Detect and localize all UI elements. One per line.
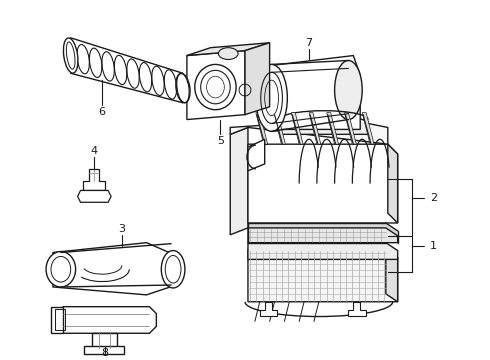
Text: 6: 6 <box>98 107 106 117</box>
Polygon shape <box>92 333 117 348</box>
Polygon shape <box>248 249 398 302</box>
Polygon shape <box>83 169 105 190</box>
Polygon shape <box>248 228 398 243</box>
Polygon shape <box>348 302 366 316</box>
Polygon shape <box>245 43 270 114</box>
Ellipse shape <box>46 252 75 287</box>
Text: 3: 3 <box>119 224 125 234</box>
Polygon shape <box>279 114 368 134</box>
Polygon shape <box>260 302 277 316</box>
Ellipse shape <box>176 73 190 103</box>
Ellipse shape <box>195 64 236 110</box>
Polygon shape <box>84 346 124 354</box>
Polygon shape <box>71 38 183 103</box>
Polygon shape <box>273 113 285 144</box>
Polygon shape <box>187 51 245 120</box>
Polygon shape <box>248 139 265 171</box>
Polygon shape <box>291 113 303 144</box>
Polygon shape <box>63 307 156 333</box>
Polygon shape <box>309 113 321 144</box>
Polygon shape <box>271 55 360 129</box>
Ellipse shape <box>335 60 362 120</box>
Polygon shape <box>327 113 339 144</box>
Ellipse shape <box>63 38 78 73</box>
Polygon shape <box>77 190 111 202</box>
Ellipse shape <box>219 48 238 59</box>
Polygon shape <box>344 113 356 144</box>
Polygon shape <box>362 113 374 144</box>
Bar <box>55 309 65 330</box>
Ellipse shape <box>161 251 185 288</box>
Polygon shape <box>51 307 63 333</box>
Text: 2: 2 <box>430 193 437 203</box>
Polygon shape <box>187 43 270 55</box>
Polygon shape <box>230 127 248 235</box>
Polygon shape <box>256 113 268 144</box>
Polygon shape <box>388 144 398 223</box>
Text: 4: 4 <box>91 146 98 156</box>
Text: 8: 8 <box>101 348 109 358</box>
Text: 1: 1 <box>430 240 437 251</box>
Polygon shape <box>53 243 176 295</box>
Polygon shape <box>230 120 388 144</box>
Text: 7: 7 <box>305 38 313 48</box>
Polygon shape <box>248 243 398 260</box>
Polygon shape <box>386 249 398 302</box>
Ellipse shape <box>256 64 287 131</box>
Text: 5: 5 <box>217 136 224 146</box>
Polygon shape <box>248 144 398 223</box>
Polygon shape <box>248 223 398 243</box>
